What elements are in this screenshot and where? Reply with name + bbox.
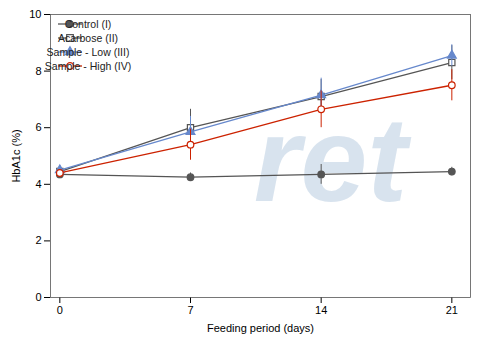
svg-text:6: 6 xyxy=(35,121,41,133)
svg-text:0: 0 xyxy=(57,304,63,316)
svg-text:ret: ret xyxy=(254,92,412,226)
svg-text:HbA1c (%): HbA1c (%) xyxy=(10,129,22,182)
svg-text:8: 8 xyxy=(35,65,41,77)
svg-text:Sample - Low (III): Sample - Low (III) xyxy=(47,46,130,58)
svg-text:7: 7 xyxy=(187,304,193,316)
svg-text:Sample - High (IV): Sample - High (IV) xyxy=(45,60,131,72)
svg-text:21: 21 xyxy=(446,304,458,316)
svg-text:14: 14 xyxy=(315,304,327,316)
svg-text:Feeding period (days): Feeding period (days) xyxy=(207,322,314,334)
svg-text:Acarbose (II): Acarbose (II) xyxy=(58,32,118,44)
svg-text:Control (I): Control (I) xyxy=(65,18,112,30)
svg-text:2: 2 xyxy=(35,234,41,246)
svg-text:4: 4 xyxy=(35,178,41,190)
svg-text:10: 10 xyxy=(29,8,41,20)
svg-text:0: 0 xyxy=(35,291,41,303)
